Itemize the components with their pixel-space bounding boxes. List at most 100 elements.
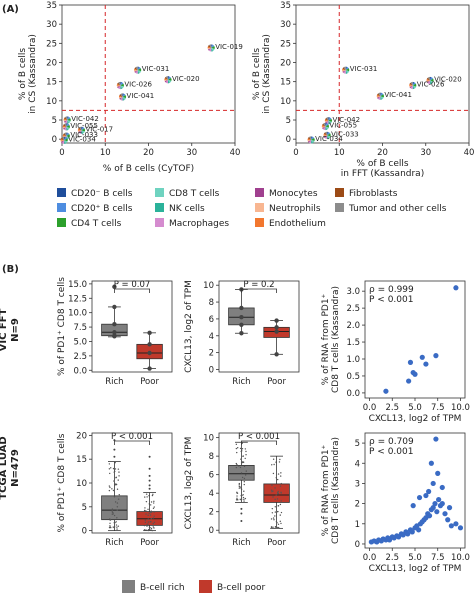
- data-point: [77, 126, 86, 134]
- outlier-point: [148, 467, 151, 470]
- pie-slice: [165, 79, 168, 84]
- pie-slice: [77, 130, 82, 132]
- strip-point: [272, 496, 274, 498]
- row-labels: VIC FFTN=9 TCGA LUADN=479: [0, 308, 21, 499]
- y-tick-label: 20: [46, 59, 57, 69]
- data-point: [434, 509, 440, 515]
- outlier-point: [148, 479, 151, 482]
- x-tick-label: 5.0: [408, 403, 422, 413]
- pie-slice: [311, 138, 315, 142]
- pie-slice: [211, 47, 215, 52]
- data-point: [406, 378, 412, 384]
- pie-slice: [311, 136, 313, 140]
- chart-tcga-cxcl13: 0 2 4 6 8 10 Rich Poor P < 0.001 CXCL13, log2 of …: [184, 432, 300, 548]
- pie-slice: [65, 116, 68, 120]
- point-label: VIC-020: [172, 75, 200, 83]
- strip-point: [280, 511, 283, 514]
- pie-slice: [118, 95, 123, 98]
- pie-slice: [307, 139, 312, 142]
- strip-point: [153, 527, 155, 529]
- y-tick-label: 1: [355, 520, 360, 530]
- strip-point: [116, 528, 118, 530]
- strip-point: [274, 527, 276, 529]
- y-tick-label: 15: [76, 455, 87, 465]
- strip-point: [271, 484, 273, 487]
- pie-slice: [66, 123, 70, 127]
- strip-point: [111, 488, 113, 490]
- box-poor: [136, 455, 163, 532]
- strip-point: [112, 304, 117, 310]
- y-tick-label: 0: [209, 526, 214, 536]
- strip-point: [145, 513, 147, 515]
- y-tick-label: 35: [280, 1, 291, 11]
- pie-slice: [323, 135, 328, 138]
- point-label: VIC-055: [70, 122, 98, 130]
- strip-point: [240, 458, 242, 460]
- legend-swatch: [335, 203, 344, 212]
- pie-slice: [325, 120, 329, 124]
- strip-point: [271, 491, 273, 493]
- data-point: [423, 361, 429, 367]
- strip-point: [109, 472, 111, 475]
- strip-point: [243, 498, 245, 501]
- strip-point: [143, 524, 146, 527]
- outlier-point: [148, 474, 151, 477]
- pie-slice: [328, 120, 332, 124]
- strip-point: [280, 482, 282, 485]
- pie-slice: [66, 124, 70, 129]
- x-tick-label: Poor: [267, 538, 286, 548]
- point-label: VIC-042: [332, 116, 360, 124]
- y-tick-label: 3: [355, 479, 360, 489]
- strip-point: [114, 461, 116, 464]
- strip-point: [147, 523, 149, 525]
- plot-frame: [91, 280, 173, 373]
- strip-point: [277, 510, 279, 513]
- legend-swatch: [155, 203, 164, 212]
- strip-point: [280, 492, 282, 494]
- legend-item: Endothelium: [255, 218, 326, 229]
- strip-point: [149, 514, 152, 516]
- pie-slice: [426, 80, 431, 83]
- pie-slice: [327, 131, 331, 136]
- outlier-point: [148, 455, 151, 458]
- pie-slice: [119, 97, 123, 100]
- pie-slice: [412, 83, 417, 87]
- x-tick-label: 10: [334, 148, 345, 158]
- data-point: [439, 501, 445, 507]
- pie-slice: [328, 120, 331, 125]
- pie-slice: [343, 70, 346, 74]
- legend-swatch: [155, 188, 164, 197]
- pie-slice: [118, 97, 123, 99]
- pie-slice: [342, 70, 346, 72]
- pie-slice: [66, 123, 68, 127]
- y-tick-label: 0.5: [346, 372, 360, 382]
- strip-point: [239, 447, 242, 450]
- legend-swatch: [199, 580, 212, 593]
- x-tick-label: Poor: [267, 377, 286, 387]
- point-label: VIC-033: [70, 131, 98, 139]
- pie-slice: [345, 70, 348, 74]
- y-tick-label: 10.0: [68, 309, 87, 319]
- legend-label: Endothelium: [269, 219, 326, 229]
- data-point: [446, 505, 453, 511]
- strip-point: [149, 504, 152, 506]
- strip-point: [243, 477, 246, 480]
- pie-slice: [62, 126, 67, 129]
- box-rich: [228, 441, 255, 522]
- strip-point: [148, 526, 151, 528]
- box-rich: [101, 439, 128, 532]
- data-point: [60, 136, 68, 144]
- pie-slice: [209, 44, 212, 48]
- data-point: [207, 44, 215, 52]
- box-poor: [263, 455, 290, 530]
- y-tick-label: 4: [209, 332, 214, 342]
- strip-point: [115, 524, 118, 526]
- strip-point: [272, 517, 275, 519]
- chart-a-right: 0 10 20 30 4005101520253035VIC-031VIC-020VIC…: [252, 1, 474, 179]
- pie-slice: [64, 138, 68, 142]
- strip-point: [147, 508, 149, 511]
- y-tick-label: 5: [52, 116, 57, 126]
- pie-slice: [66, 132, 68, 137]
- pie-slice: [81, 130, 85, 134]
